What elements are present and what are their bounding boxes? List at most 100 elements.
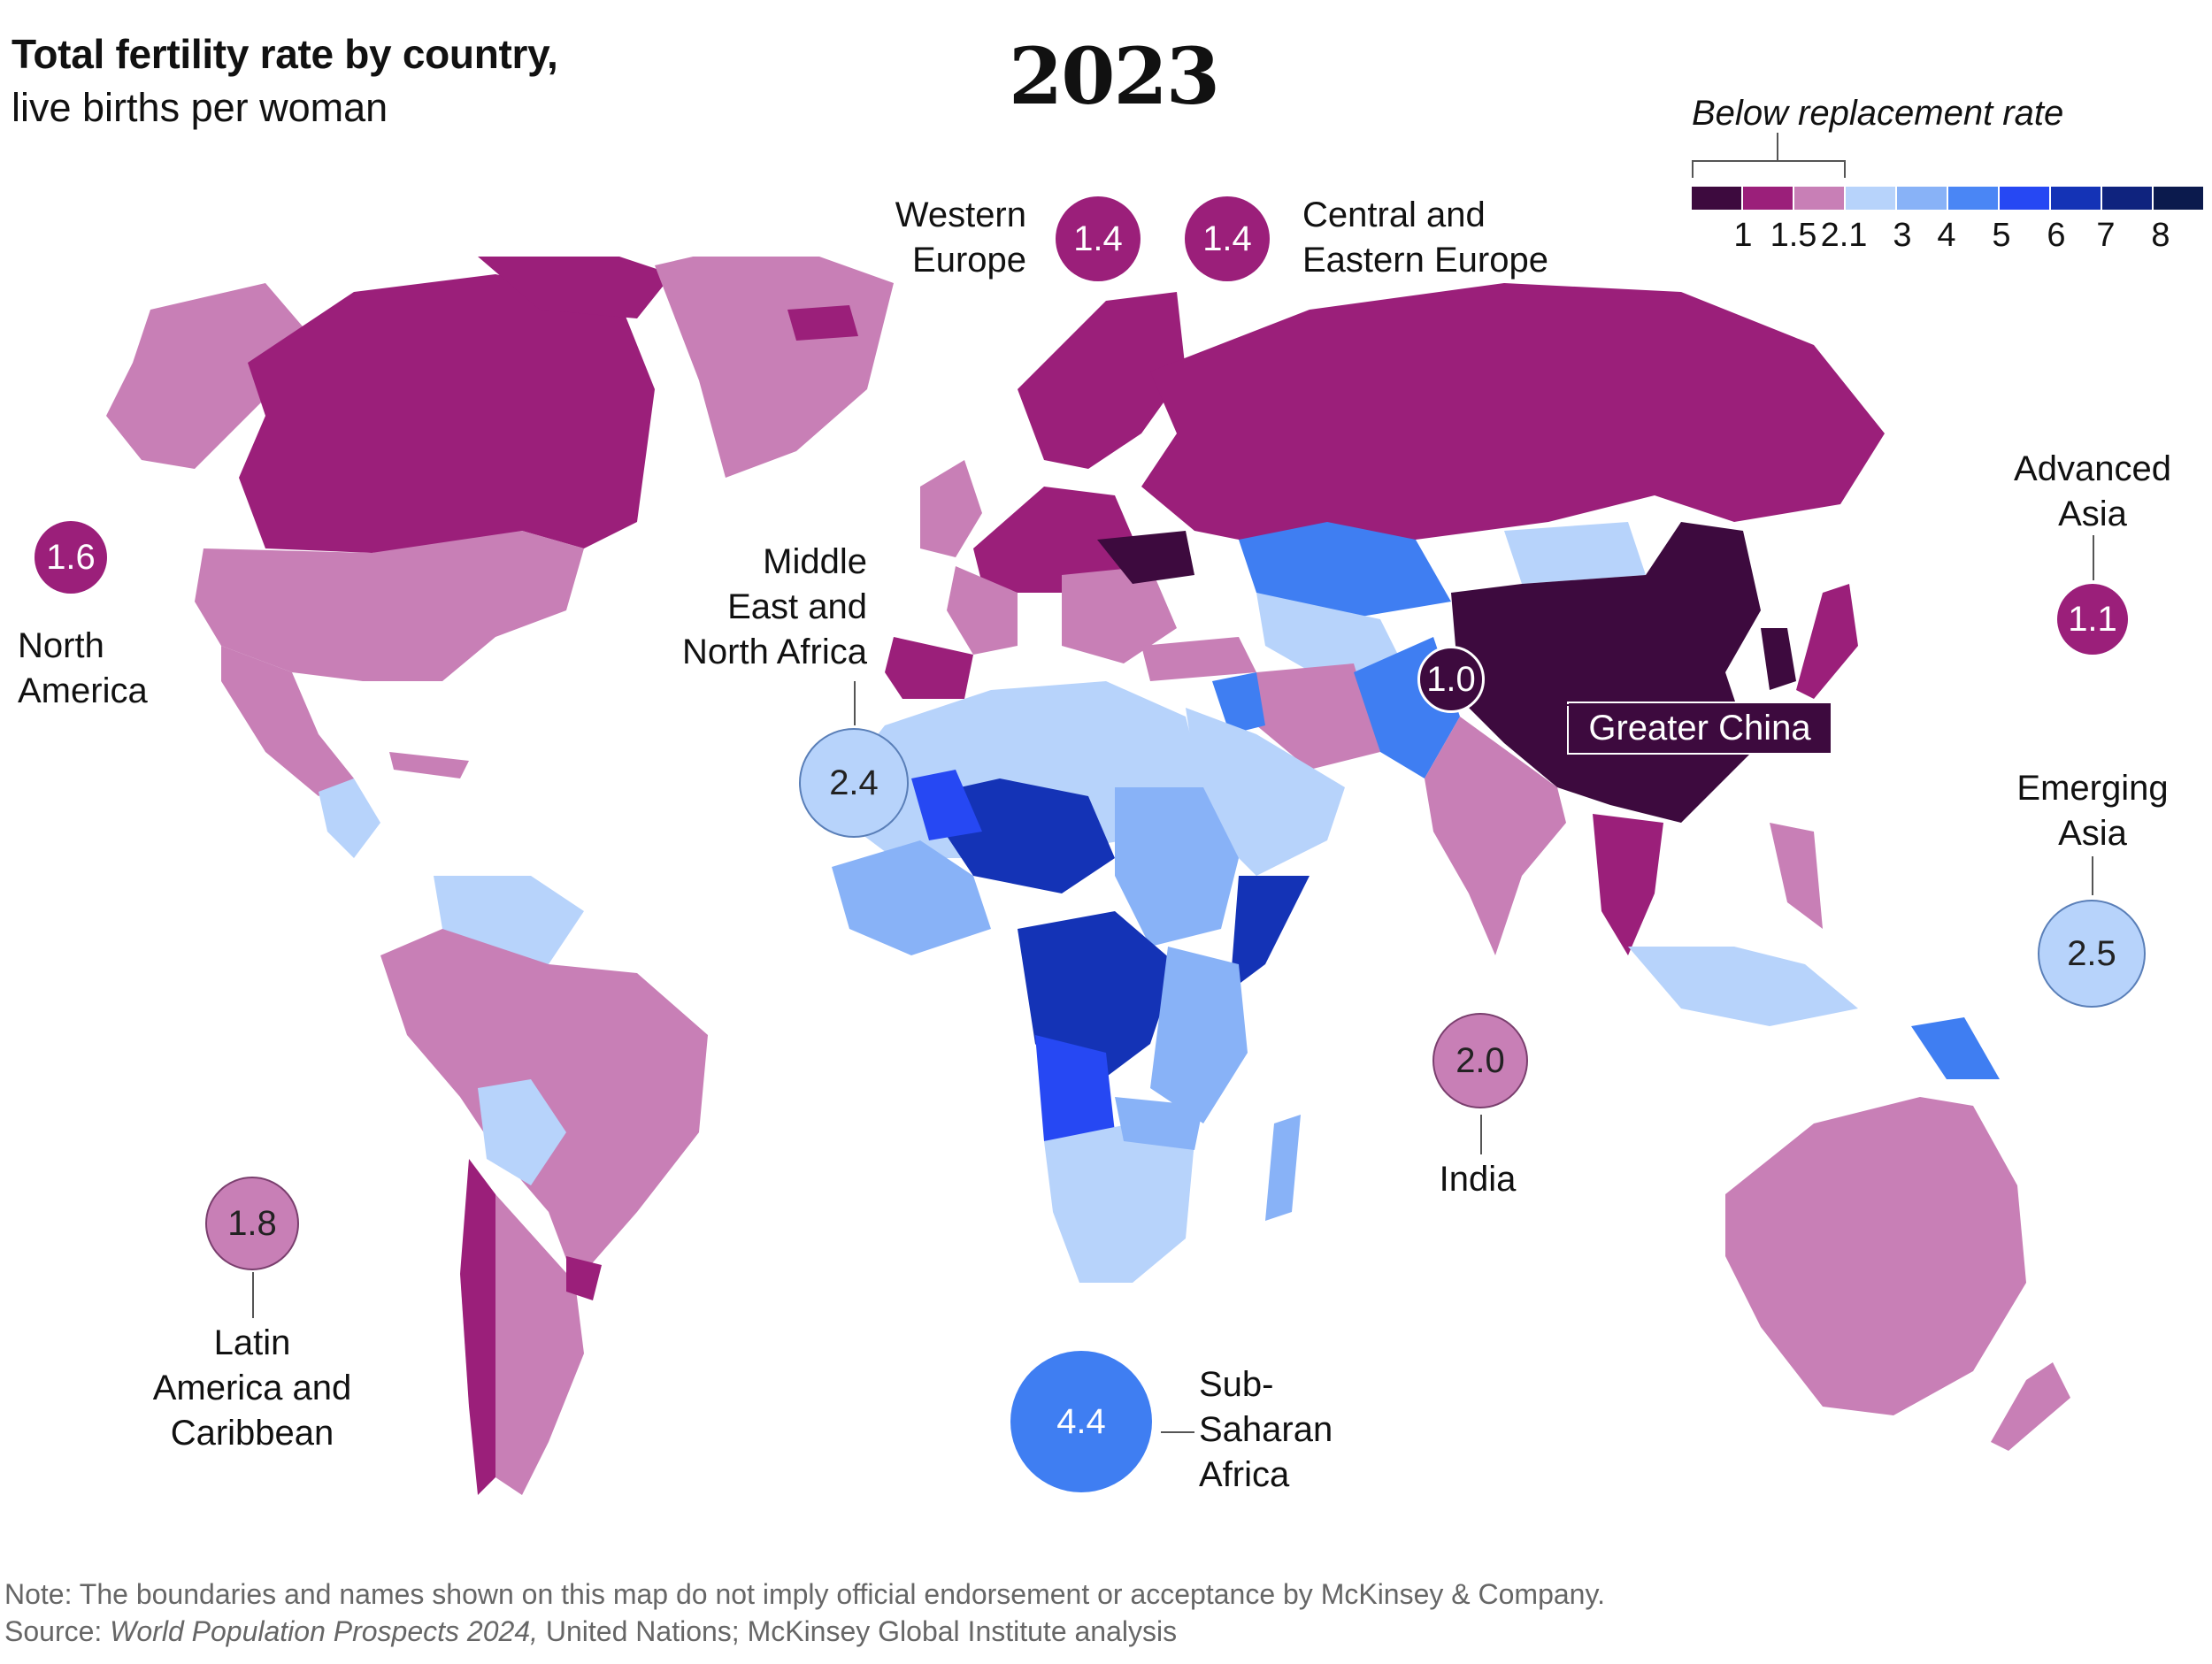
region-label-line: North [18,626,104,665]
region-uruguay [566,1256,602,1300]
region-central-asia [1256,593,1407,681]
region-mongolia [1504,522,1646,584]
legend-color-scale [1692,187,2205,210]
region-mexico [221,646,354,796]
legend-swatch [1948,187,1998,210]
legend-swatch [1692,187,1741,210]
legend-tick-label: 6 [2047,217,2066,254]
region-west-africa [832,840,991,955]
region-somalia [1230,876,1310,991]
legend-bracket-stem [1777,133,1778,161]
mena-leader-line [854,681,856,725]
region-chile [460,1159,495,1495]
region-bolivia [478,1079,566,1185]
greater-china-leader-line [1485,704,1569,706]
region-label-line: Central and [1302,196,1486,234]
region-iraq [1212,672,1265,734]
region-iran [1256,663,1380,770]
legend-tick-label: 3 [1893,217,1912,254]
north-america-bubble: 1.6 [35,521,107,594]
region-label-line: Caribbean [170,1414,334,1453]
region-greenland [655,257,894,478]
region-label-line: Eastern Europe [1302,241,1548,280]
region-scandinavia [1018,292,1186,469]
latin-america-label: Latin America and Caribbean [106,1321,398,1456]
legend-swatch [1846,187,1895,210]
region-label-line: Europe [912,241,1026,280]
legend-tick-label: 8 [2151,217,2170,254]
sub-saharan-africa-leader-line [1161,1431,1194,1433]
region-label-line: Emerging [2016,769,2169,808]
region-zambia-mozambique [1115,1097,1203,1150]
region-korea [1761,628,1796,690]
region-east-africa [1150,947,1248,1123]
region-niger [911,770,982,840]
region-label-line: Asia [2058,814,2127,853]
region-ukraine [1097,531,1194,584]
india-label: India [1398,1157,1557,1202]
india-leader-line [1480,1115,1482,1154]
region-iberia [885,637,973,699]
region-label-line: North Africa [682,633,867,671]
region-canada-islands [478,257,672,318]
india-bubble: 2.0 [1432,1013,1528,1108]
region-label-line: India [1439,1160,1517,1199]
region-madagascar [1265,1115,1301,1221]
region-japan [1796,584,1858,699]
region-russia [1141,283,1885,548]
region-papua [1911,1017,2000,1079]
latin-america-leader-line [252,1272,254,1318]
region-france [947,566,1018,655]
footer-note: Note: The boundaries and names shown on … [4,1578,1605,1610]
year-label: 2023 [1009,30,1220,122]
region-alaska [106,283,319,469]
legend-tick-label: 1 [1733,217,1753,254]
region-label-line: Middle [763,542,867,581]
emerging-asia-bubble: 2.5 [2038,900,2146,1008]
region-label-line: Sub- [1199,1365,1274,1404]
region-caribbean [389,752,469,778]
legend-title: Below replacement rate [1692,94,2064,133]
western-europe-bubble: 1.4 [1056,196,1141,281]
region-turkey [1141,637,1256,681]
region-philippines [1770,823,1823,929]
region-uk-ireland [920,460,982,557]
region-label-line: East and [727,587,867,626]
legend-swatch [2051,187,2101,210]
legend-bracket [1692,160,1846,178]
latin-america-bubble: 1.8 [205,1177,299,1270]
region-india [1425,717,1566,955]
legend-tick-label: 2.1 [1820,217,1868,254]
region-indonesia [1628,947,1858,1026]
legend-tick-label: 5 [1992,217,2011,254]
western-europe-label: Western Europe [832,193,1026,283]
greater-china-label: Greater China [1567,702,1832,755]
source-rest: United Nations; McKinsey Global Institut… [538,1615,1178,1647]
region-iceland [787,305,858,341]
region-argentina [495,1194,584,1495]
region-central-america [319,778,380,858]
region-usa [195,531,584,681]
legend-tick-label: 1.5 [1770,217,1817,254]
legend-swatch [2102,187,2152,210]
advanced-asia-bubble: 1.1 [2057,584,2128,655]
source-prefix: Source: [4,1615,111,1647]
region-label-line: America and [152,1369,352,1407]
sub-saharan-africa-label: Sub- Saharan Africa [1199,1362,1333,1498]
mena-bubble: 2.4 [799,728,909,838]
mena-label: Middle East and North Africa [619,540,867,675]
region-label-line: Western [895,196,1026,234]
legend-swatch [2000,187,2049,210]
advanced-asia-leader-line [2093,535,2094,580]
source-title: World Population Prospects 2024, [110,1615,538,1647]
central-eastern-europe-bubble: 1.4 [1185,196,1270,281]
region-north-africa [823,681,1203,858]
legend-swatch [1897,187,1947,210]
central-eastern-europe-label: Central and Eastern Europe [1302,193,1548,283]
region-label-line: Asia [2058,495,2127,533]
greater-china-bubble: 1.0 [1417,646,1485,713]
region-angola [1035,1035,1115,1141]
region-label-line: America [18,671,148,710]
legend-swatch [1794,187,1844,210]
emerging-asia-label: Emerging Asia [1964,766,2212,856]
